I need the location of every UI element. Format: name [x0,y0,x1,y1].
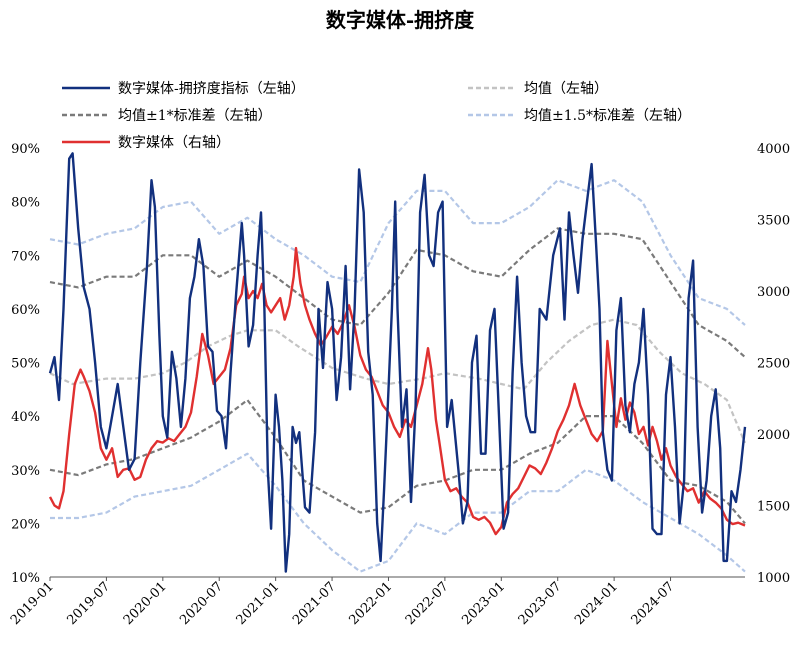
y-left-tick-label: 60% [11,303,40,318]
series-layer [48,152,747,573]
x-tick-label: 2021-07 [290,579,339,628]
x-tick-label: 2023-07 [516,579,565,628]
chart-title: 数字媒体-拥挤度 [326,8,475,32]
y-left-tick-label: 20% [11,517,40,532]
series-line-0 [48,152,747,573]
x-tick-label: 2024-07 [629,579,678,628]
legend: 数字媒体-拥挤度指标（左轴） 均值（左轴） 均值±1*标准差（左轴） 均值±1.5*标… [62,81,691,151]
x-tick-label: 2020-01 [121,579,170,628]
y-left-tick-label: 10% [11,571,40,586]
legend-label: 数字媒体（右轴） [118,135,230,151]
y-left-tick-label: 30% [11,464,40,479]
x-tick-label: 2024-01 [572,579,621,628]
legend-label: 均值±1*标准差（左轴） [118,108,272,124]
y-left-tick-label: 40% [11,410,40,425]
y-right-tick-label: 1500 [757,500,790,515]
y-right-tick-label: 1000 [757,571,790,586]
y-left-tick-label: 80% [11,196,40,211]
x-tick-label: 2019-07 [64,579,113,628]
y-left-tick-label: 90% [11,142,40,157]
y-right-tick-label: 4000 [757,142,790,157]
y-right-tick-label: 3500 [757,214,790,229]
x-tick-label: 2020-07 [177,579,226,628]
series-line-5 [50,452,746,573]
series-line-3 [49,398,746,525]
y-right-tick-label: 2500 [757,357,790,372]
series-line-6 [48,246,746,536]
x-tick-label: 2023-01 [459,579,508,628]
x-tick-label: 2019-01 [8,579,57,628]
y-left-tick-label: 70% [11,249,40,264]
series-line-2 [49,227,746,358]
x-tick-label: 2022-01 [346,579,395,628]
y-right-tick-label: 3000 [757,285,790,300]
legend-label: 均值（左轴） [524,81,608,97]
y-left-tick-label: 50% [11,357,40,372]
y-right-tick-label: 2000 [757,428,790,443]
legend-label: 数字媒体-拥挤度指标（左轴） [118,81,305,97]
x-tick-label: 2021-01 [234,579,283,628]
legend-label: 均值±1.5*标准差（左轴） [524,108,691,124]
x-tick-label: 2022-07 [403,579,452,628]
